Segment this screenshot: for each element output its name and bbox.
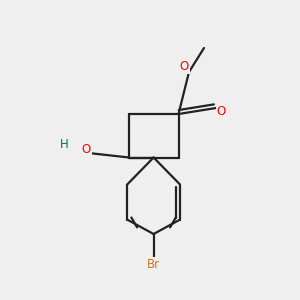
Text: H: H [59,137,68,151]
Text: Br: Br [147,258,160,271]
Text: O: O [81,142,90,156]
Text: O: O [179,60,188,73]
Text: O: O [217,105,226,118]
